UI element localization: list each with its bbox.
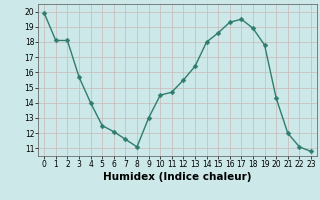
X-axis label: Humidex (Indice chaleur): Humidex (Indice chaleur) <box>103 172 252 182</box>
